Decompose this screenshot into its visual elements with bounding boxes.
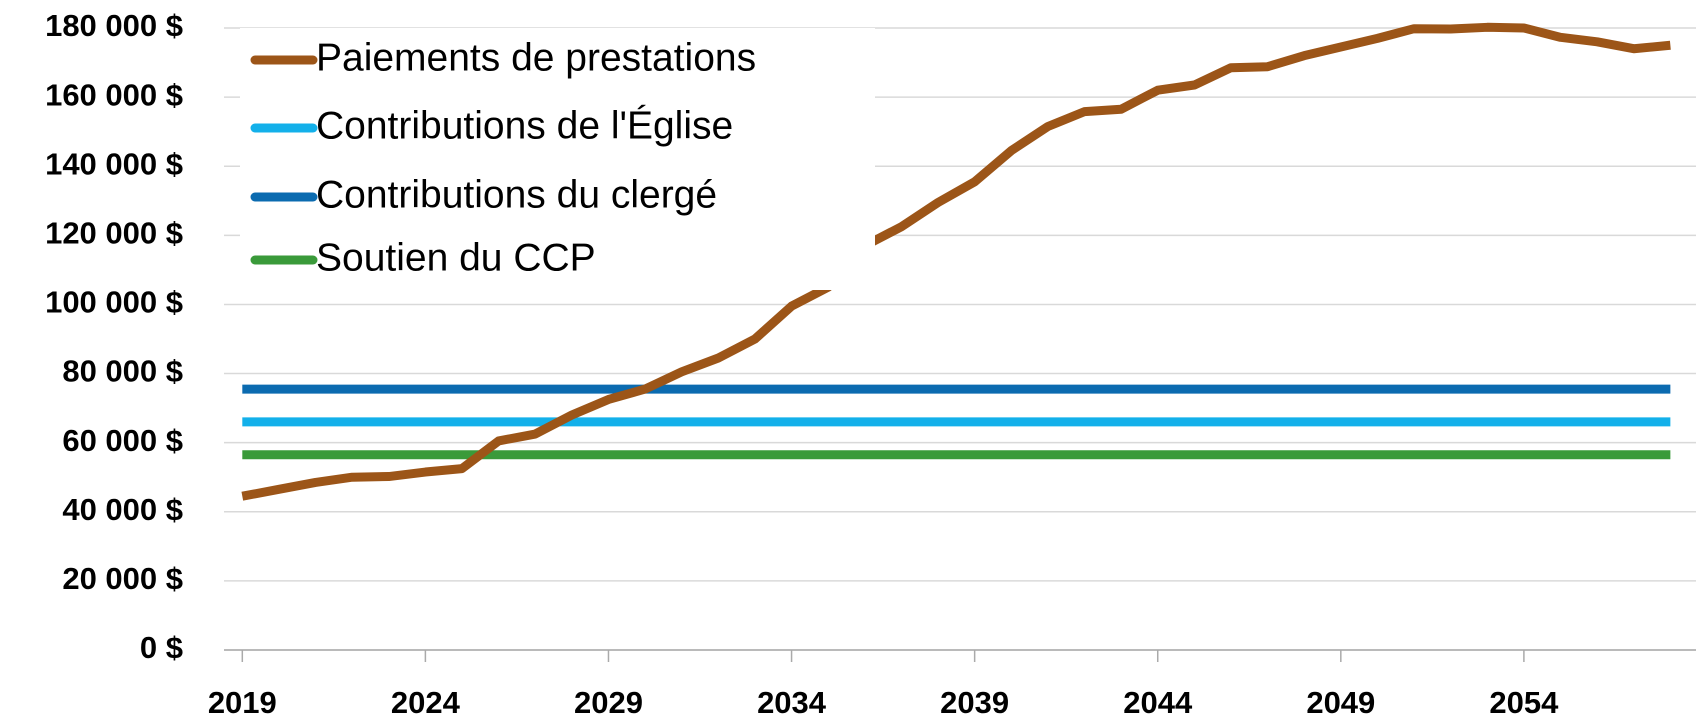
y-tick-label: 20 000 $ bbox=[62, 561, 183, 596]
legend-label: Soutien du CCP bbox=[316, 236, 596, 279]
y-tick-label: 80 000 $ bbox=[62, 354, 183, 389]
y-tick-label: 120 000 $ bbox=[45, 216, 183, 251]
y-tick-label: 0 $ bbox=[140, 630, 183, 665]
x-tick-label: 2039 bbox=[940, 685, 1009, 720]
legend-label: Contributions de l'Église bbox=[316, 104, 733, 147]
x-tick-label: 2034 bbox=[757, 685, 827, 720]
x-tick-label: 2024 bbox=[391, 685, 461, 720]
y-tick-label: 180 000 $ bbox=[45, 8, 183, 43]
series-line bbox=[241, 22, 1671, 501]
legend-label: Paiements de prestations bbox=[316, 36, 756, 79]
x-tick-label: 2019 bbox=[208, 685, 277, 720]
y-tick-label: 60 000 $ bbox=[62, 423, 183, 458]
y-tick-label: 100 000 $ bbox=[45, 285, 183, 320]
x-tick-label: 2049 bbox=[1306, 685, 1375, 720]
legend-label: Contributions du clergé bbox=[316, 173, 717, 216]
x-tick-label: 2029 bbox=[574, 685, 643, 720]
x-tick-label: 2054 bbox=[1489, 685, 1559, 720]
y-tick-label: 40 000 $ bbox=[62, 492, 183, 527]
legend-bg bbox=[240, 28, 875, 290]
y-tick-label: 160 000 $ bbox=[45, 77, 183, 112]
x-tick-label: 2044 bbox=[1123, 685, 1193, 720]
y-tick-label: 140 000 $ bbox=[45, 146, 183, 181]
